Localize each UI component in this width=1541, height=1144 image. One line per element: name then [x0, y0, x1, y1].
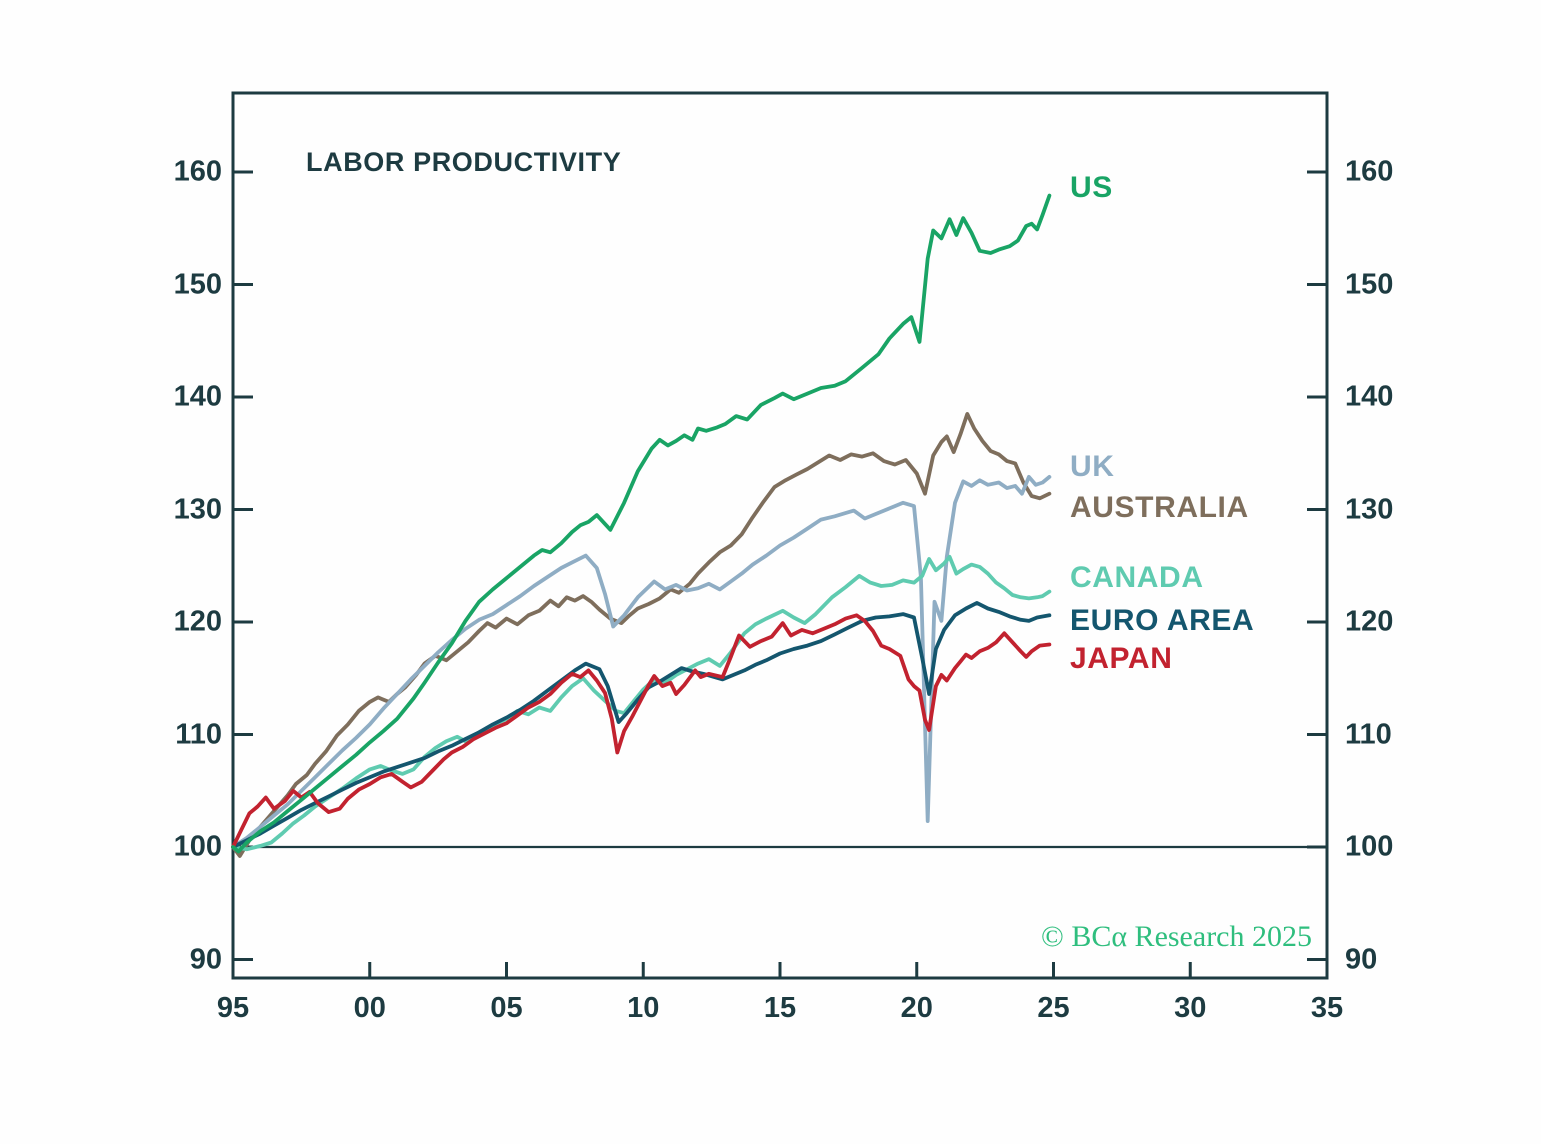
series-label-japan: JAPAN: [1070, 642, 1173, 676]
y-axis-label-right-160: 160: [1345, 155, 1394, 188]
series-line-australia: [231, 411, 1052, 858]
x-axis-label-20: 20: [900, 992, 933, 1024]
chart-title: LABOR PRODUCTIVITY: [306, 147, 622, 177]
y-axis-label-right-140: 140: [1345, 380, 1394, 413]
y-axis-label-right-110: 110: [1345, 718, 1392, 750]
x-axis-label-25: 25: [1037, 992, 1070, 1024]
x-axis-label-95: 95: [216, 992, 250, 1024]
x-axis-label-10: 10: [627, 992, 660, 1024]
y-axis-label-left-150: 150: [173, 268, 222, 300]
x-axis-label-00: 00: [353, 992, 386, 1024]
series-label-uk: UK: [1070, 449, 1115, 483]
y-axis-label-right-130: 130: [1345, 493, 1394, 525]
series-line-us: [231, 193, 1052, 854]
series-line-euro-area: [231, 601, 1052, 849]
y-axis-label-left-160: 160: [173, 155, 222, 188]
x-axis-label-35: 35: [1310, 992, 1344, 1024]
y-axis-label-left-110: 110: [175, 718, 222, 750]
series-label-canada: CANADA: [1070, 561, 1204, 595]
x-axis-label-05: 05: [490, 992, 523, 1024]
y-axis-label-right-120: 120: [1345, 605, 1394, 638]
plot-border: [231, 91, 1329, 980]
y-axis-label-left-100: 100: [173, 830, 222, 863]
y-axis-label-right-100: 100: [1345, 830, 1394, 863]
y-axis-label-left-140: 140: [173, 380, 222, 413]
y-axis-label-left-120: 120: [173, 605, 222, 638]
y-axis-label-left-130: 130: [173, 493, 222, 525]
x-axis-label-30: 30: [1174, 992, 1207, 1024]
series-line-uk: [231, 474, 1052, 849]
bca-research-copyright: © BCα Research 2025: [1041, 920, 1312, 953]
y-axis-label-right-150: 150: [1345, 268, 1394, 300]
series-label-us: US: [1070, 170, 1113, 204]
y-axis-label-right-90: 90: [1345, 943, 1378, 975]
series-line-japan: [231, 613, 1052, 849]
y-axis-label-left-90: 90: [189, 943, 222, 975]
series-label-australia: AUSTRALIA: [1070, 491, 1249, 525]
series-label-euro-area: EURO AREA: [1070, 603, 1255, 637]
x-axis-label-15: 15: [763, 992, 797, 1024]
